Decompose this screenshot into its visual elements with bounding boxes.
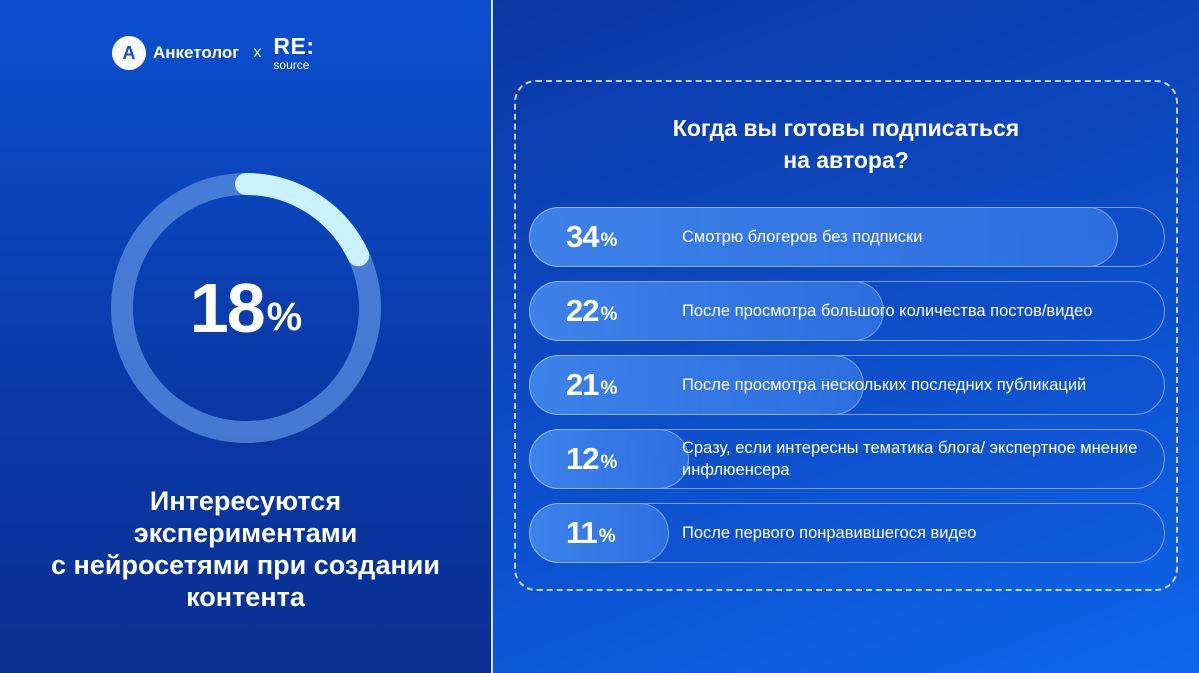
resource-logo-sub: source [273,58,310,72]
chart-title: Когда вы готовы подписаться на автора? [672,115,1020,173]
answer-label: Смотрю блогеров без подписки [682,227,923,246]
answer-value-unit: % [598,525,616,547]
panel-divider [491,0,493,673]
answer-label: После просмотра большого количества пост… [682,301,1093,320]
resource-logo: RE: source [273,33,315,72]
ring-value-number: 18 [189,269,266,347]
answer-value-unit: % [600,229,618,251]
answer-value: 34% [566,208,617,265]
answer-value-number: 22 [566,292,599,328]
answer-label: Сразу, если интересны тематика блога/ эк… [682,438,1138,479]
resource-logo-main: RE: [273,33,315,59]
answer-bar [529,429,689,489]
answer-value-unit: % [600,303,618,325]
answer-value: 11% [566,504,616,561]
left-panel [0,0,491,673]
answer-bar [529,207,1119,267]
percentage-ring: 18 % [110,172,382,444]
answer-label: После просмотра нескольких последних пуб… [682,375,1087,394]
answer-value: 21% [566,356,617,413]
answer-value: 12% [566,430,617,487]
ring-graphic [111,173,381,443]
answer-value-unit: % [600,377,618,399]
answer-value-number: 34 [566,218,599,254]
highlight-caption: Интересуются экспериментами с нейросетям… [51,486,440,612]
answer-value: 22% [566,282,617,339]
answer-bar [529,281,884,341]
answer-row: 11% После первого понравившегося видео [529,503,1165,563]
answer-value-number: 12 [566,440,599,476]
logo-bar: A Анкетолог x RE: source [112,33,315,73]
answer-bar [529,355,865,415]
answer-value-number: 21 [566,366,599,402]
anketolog-logo-icon: A [112,36,146,70]
answer-value-number: 11 [566,514,598,550]
logo-separator: x [253,44,262,61]
answer-row: 34% Смотрю блогеров без подписки [529,207,1165,267]
ring-value: 18 % [110,172,382,444]
answer-row: 21% После просмотра нескольких последних … [529,355,1165,415]
answer-row: 12% Сразу, если интересны тематика блога/… [529,429,1165,489]
survey-card [514,80,1178,591]
answer-value-unit: % [600,451,618,473]
answer-label: После первого понравившегося видео [682,523,977,542]
ring-progress [111,173,381,443]
answer-row: 22% После просмотра большого количества п… [529,281,1165,341]
answer-bar [529,503,669,563]
ring-value-unit: % [266,294,303,339]
anketolog-logo-text: Анкетолог [153,43,240,62]
